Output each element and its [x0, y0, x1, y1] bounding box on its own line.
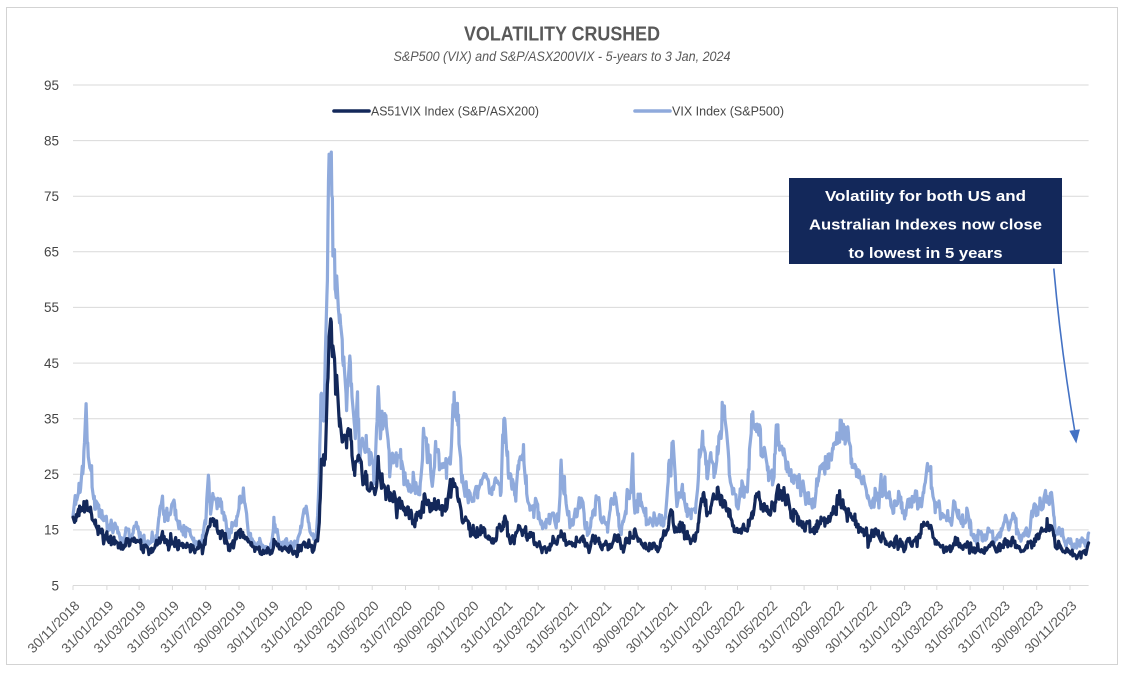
- svg-text:75: 75: [44, 189, 59, 204]
- svg-text:Volatility for both US and: Volatility for both US and: [825, 188, 1026, 205]
- svg-text:Australian Indexes now close: Australian Indexes now close: [809, 217, 1042, 234]
- svg-text:35: 35: [44, 412, 59, 427]
- svg-text:to lowest in 5 years: to lowest in 5 years: [849, 245, 1003, 262]
- svg-text:S&P500 (VIX) and S&P/ASX200VIX: S&P500 (VIX) and S&P/ASX200VIX - 5-years…: [394, 48, 731, 64]
- svg-text:AS51VIX Index (S&P/ASX200): AS51VIX Index (S&P/ASX200): [371, 104, 539, 119]
- svg-text:5: 5: [51, 578, 59, 593]
- svg-text:45: 45: [44, 356, 59, 371]
- svg-text:VOLATILITY CRUSHED: VOLATILITY CRUSHED: [464, 24, 660, 46]
- svg-text:85: 85: [44, 133, 59, 148]
- svg-text:65: 65: [44, 245, 59, 260]
- svg-text:95: 95: [44, 78, 59, 93]
- svg-text:25: 25: [44, 467, 59, 482]
- svg-text:VIX Index (S&P500): VIX Index (S&P500): [672, 104, 784, 119]
- svg-text:15: 15: [44, 523, 59, 538]
- svg-text:55: 55: [44, 300, 59, 315]
